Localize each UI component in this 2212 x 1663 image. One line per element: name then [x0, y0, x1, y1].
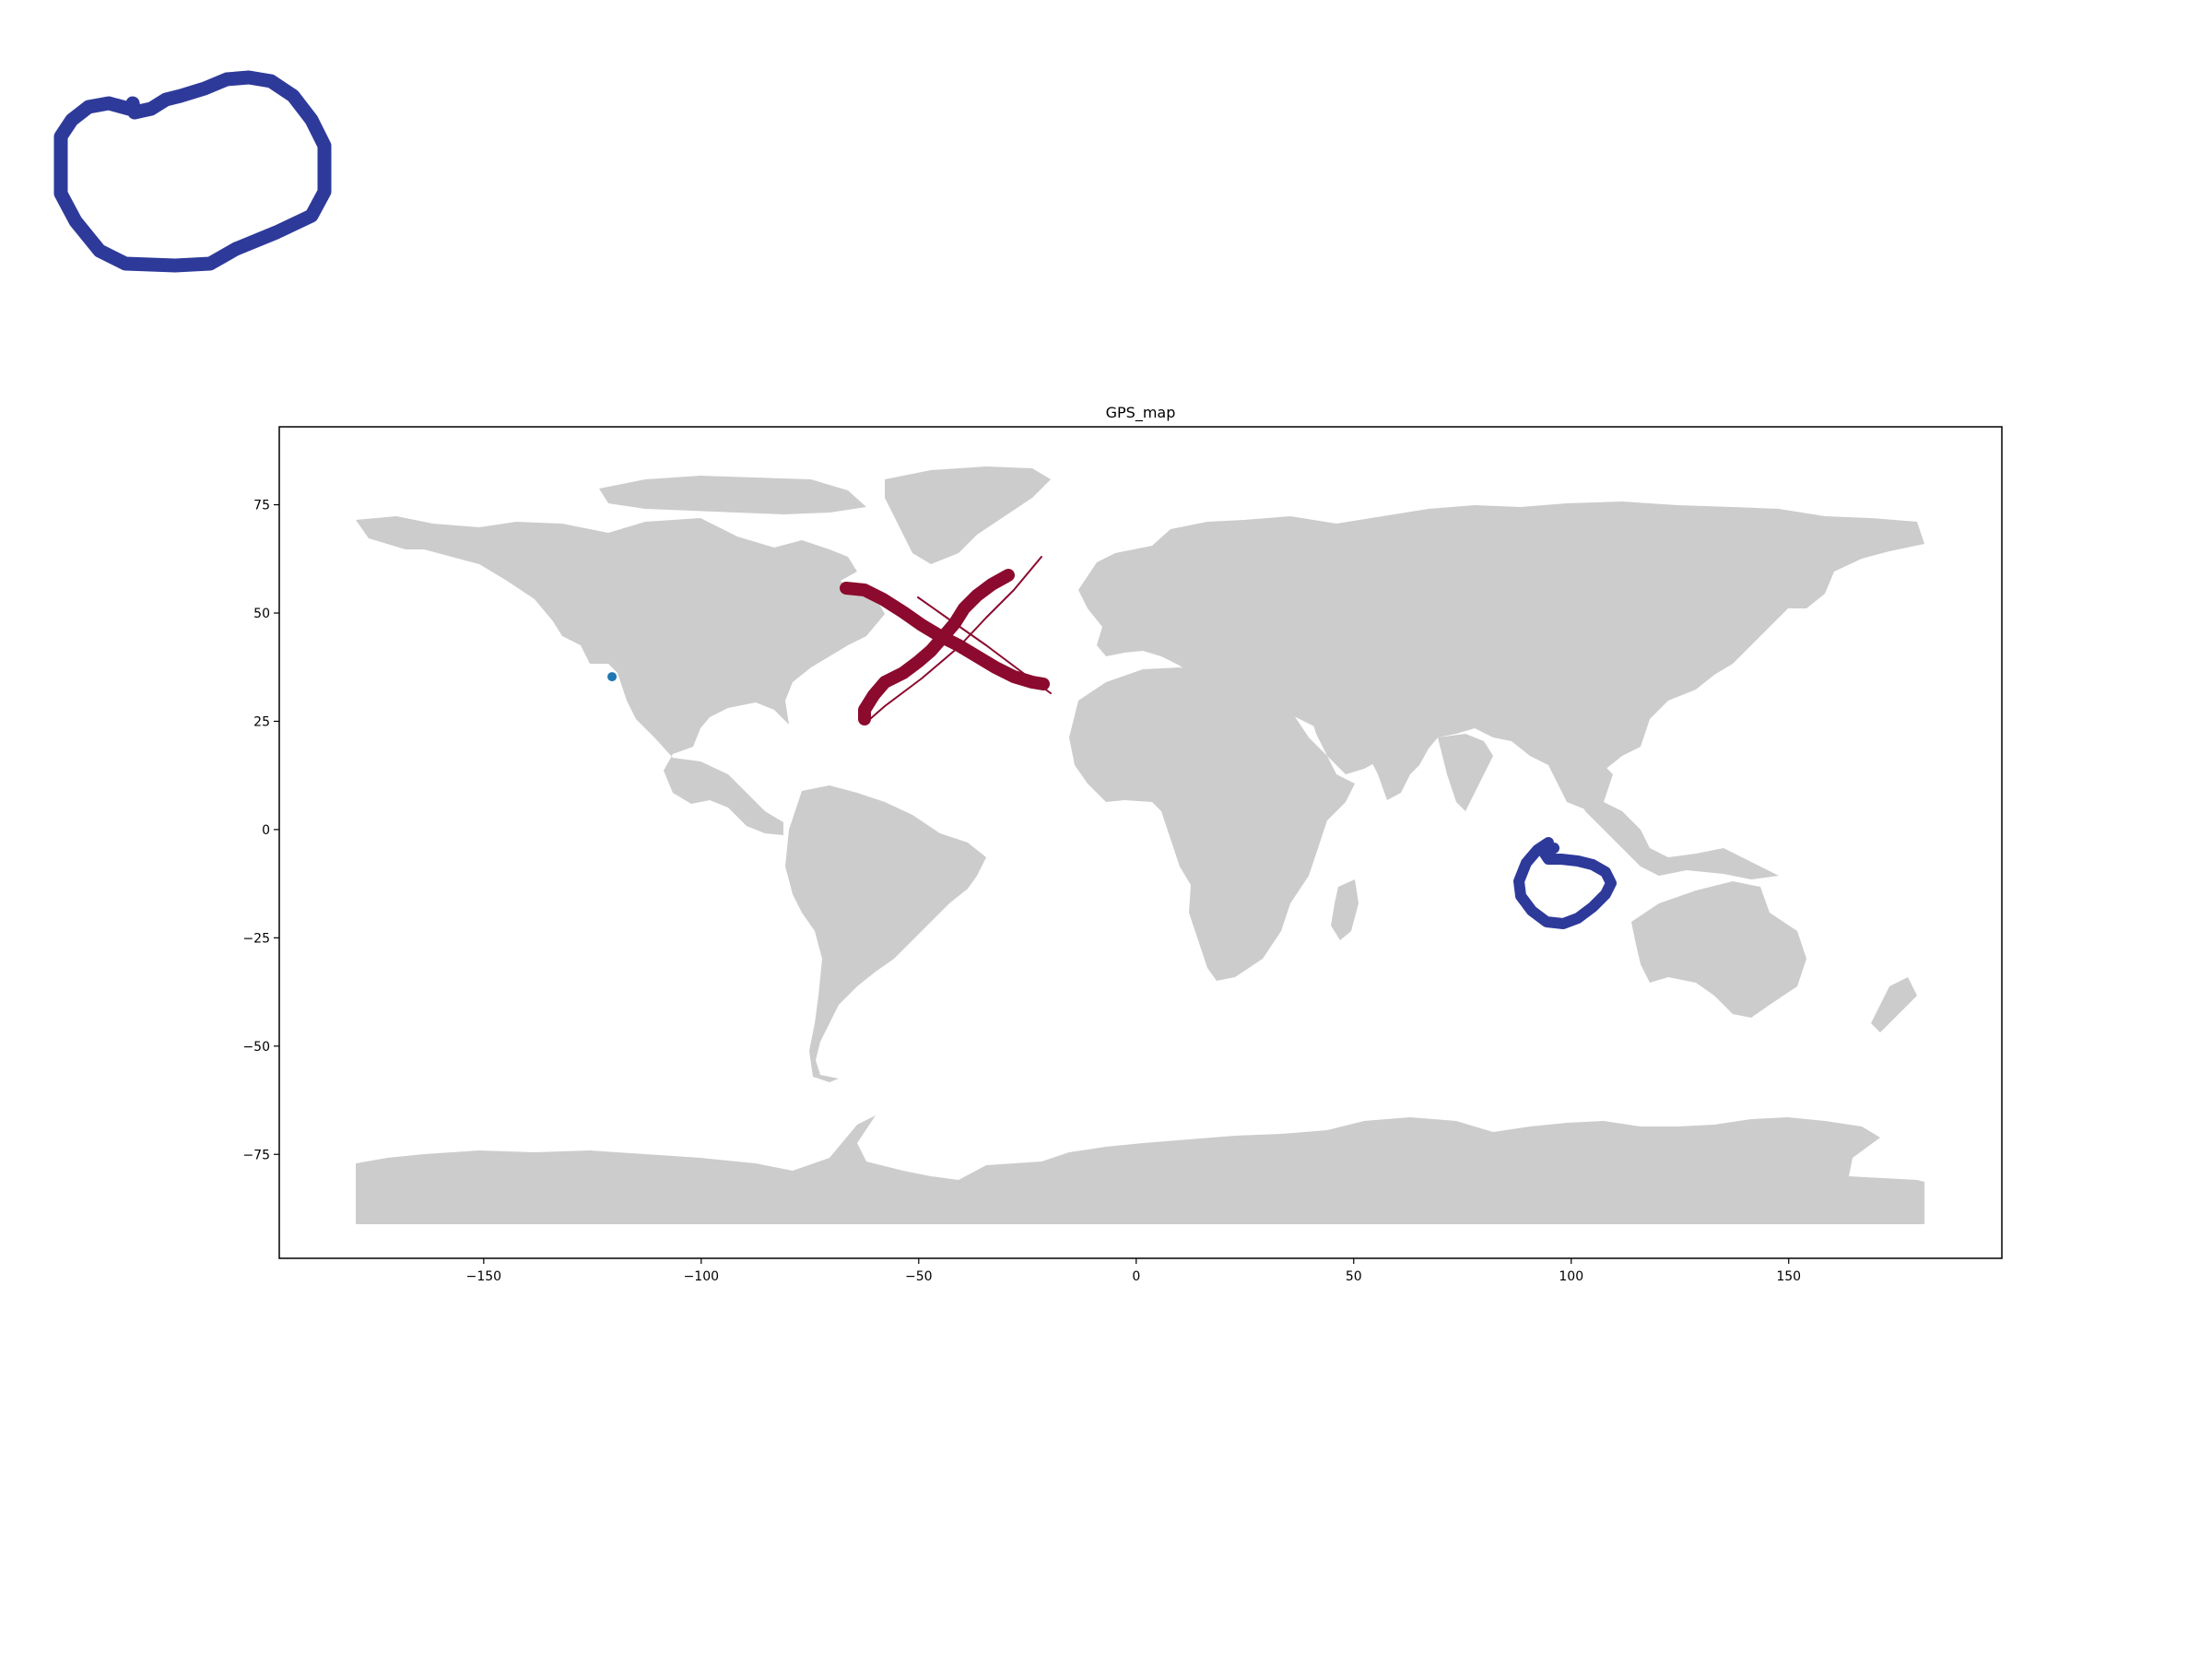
y-tick-label: −75	[242, 1148, 270, 1162]
hand-drawn-x-mark	[840, 556, 1052, 725]
world-land	[356, 466, 1924, 1224]
y-tick-label: 25	[253, 714, 270, 729]
x-tick-label: 50	[1346, 1269, 1362, 1284]
land-africa	[1069, 667, 1355, 981]
x-thin-stroke-1	[917, 596, 1052, 694]
y-tick-label: 75	[253, 499, 270, 513]
land-scandinavia	[1115, 549, 1198, 608]
land-arabia	[1309, 704, 1401, 774]
y-axis-ticks: −75 −50 −25 0 25 50 75	[242, 499, 279, 1162]
x-tick-label: 100	[1559, 1269, 1583, 1284]
x-stroke-1	[840, 582, 1050, 690]
x-tick-label: −100	[684, 1269, 719, 1284]
chart-title: GPS_map	[1106, 404, 1176, 422]
axes-frame	[278, 426, 2003, 1259]
y-tick-label: −25	[242, 931, 270, 946]
x-tick-label: −150	[466, 1269, 501, 1284]
land-antarctica	[356, 1115, 1924, 1224]
land-greenland	[885, 466, 1051, 564]
hand-drawn-loop-indian-ocean	[1513, 837, 1617, 929]
land-australia	[1631, 881, 1806, 1018]
y-tick-label: −50	[242, 1040, 270, 1055]
x-thin-stroke-2	[869, 556, 1042, 720]
x-tick-label: 150	[1776, 1269, 1801, 1284]
map-axes: −150 −100 −50 0 50 100 150 −75 −50 −25 0 25 50 75 GP…	[242, 404, 2003, 1284]
land-north-america	[356, 516, 885, 835]
land-madagascar	[1331, 879, 1359, 940]
hand-drawn-loop-top-left	[53, 70, 332, 273]
land-arctic-islands	[599, 476, 866, 514]
y-tick-label: 50	[253, 607, 270, 621]
land-new-zealand	[1871, 977, 1917, 1032]
x-tick-label: 0	[1132, 1269, 1140, 1284]
land-india	[1438, 734, 1493, 811]
y-tick-label: 0	[262, 823, 270, 838]
land-southeast-asia	[1567, 756, 1779, 879]
x-axis-ticks: −150 −100 −50 0 50 100 150	[466, 1258, 1801, 1284]
land-uk	[1093, 573, 1117, 608]
x-tick-label: −50	[905, 1269, 933, 1284]
x-stroke-2	[858, 569, 1015, 725]
gps-points	[607, 672, 618, 682]
land-south-america	[785, 785, 986, 1082]
gps-point	[607, 672, 618, 682]
land-eurasia	[1078, 501, 1924, 809]
